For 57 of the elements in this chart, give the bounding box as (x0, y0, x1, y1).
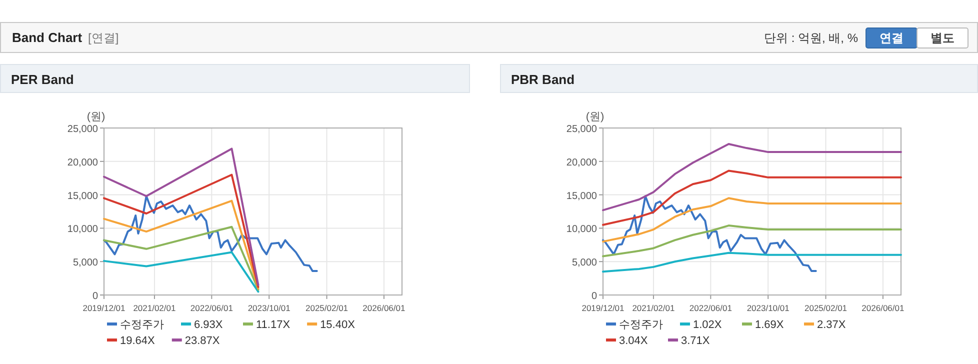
line-series (103, 195, 318, 272)
y-tick-label: 15,000 (566, 190, 598, 202)
line-series (103, 251, 260, 293)
y-tick-label: 5,000 (572, 258, 598, 269)
y-tick-label: 15,000 (67, 190, 98, 202)
x-tick-label: 2025/02/01 (305, 303, 348, 313)
y-tick-label: 20,000 (67, 157, 98, 168)
legend-label: 3.04X (619, 335, 648, 347)
text: 별도 (930, 31, 954, 45)
legend-label: 1.02X (693, 319, 722, 331)
legend-label: 수정주가 (120, 319, 164, 331)
y-tick-label: 10,000 (566, 224, 598, 236)
x-tick-label: 2026/06/01 (862, 303, 904, 313)
legend-label: 11.17X (256, 319, 291, 331)
text: [연결] (88, 31, 119, 45)
x-tick-label: 2019/12/01 (582, 303, 625, 313)
y-tick-label: 0 (92, 291, 98, 302)
legend-label: 수정주가 (619, 319, 663, 331)
x-tick-label: 2023/10/01 (746, 303, 790, 313)
chart-title: PER Band (11, 72, 74, 87)
legend-label: 3.71X (681, 335, 710, 347)
y-axis-title: (원) (86, 111, 106, 123)
y-tick-label: 10,000 (67, 224, 98, 236)
x-tick-label: 2021/02/01 (133, 303, 176, 313)
line-series (602, 224, 902, 258)
y-axis-title: (원) (586, 111, 604, 123)
legend-label: 15.40X (320, 319, 356, 331)
line-series (602, 252, 902, 273)
y-tick-label: 0 (591, 291, 598, 302)
line-series (602, 170, 902, 226)
line-series (602, 197, 902, 243)
chart-title: PBR Band (511, 72, 575, 87)
y-tick-label: 25,000 (566, 124, 598, 135)
x-tick-label: 2021/02/01 (632, 303, 676, 313)
legend-label: 23.87X (184, 335, 220, 347)
x-tick-label: 2025/02/01 (804, 303, 848, 313)
y-tick-label: 5,000 (72, 258, 98, 269)
text: Band Chart (12, 30, 83, 45)
line-series (103, 200, 260, 290)
line-series (103, 148, 260, 286)
text: 단위 : 억원, 배, % (764, 31, 858, 45)
legend-label: 2.37X (817, 319, 846, 331)
x-tick-label: 2019/12/01 (82, 303, 126, 313)
line-series (602, 195, 817, 272)
legend-label: 1.69X (755, 319, 784, 331)
x-tick-label: 2022/06/01 (190, 303, 234, 313)
x-tick-label: 2026/06/01 (362, 303, 406, 313)
line-series (602, 143, 902, 212)
legend-label: 6.93X (194, 319, 224, 331)
line-series (103, 174, 260, 288)
y-tick-label: 25,000 (67, 124, 98, 135)
y-tick-label: 20,000 (566, 157, 598, 168)
legend-label: 19.64X (120, 335, 156, 347)
text: 연결 (880, 31, 904, 45)
x-tick-label: 2022/06/01 (689, 303, 732, 313)
line-series (103, 226, 260, 291)
x-tick-label: 2023/10/01 (248, 303, 291, 313)
